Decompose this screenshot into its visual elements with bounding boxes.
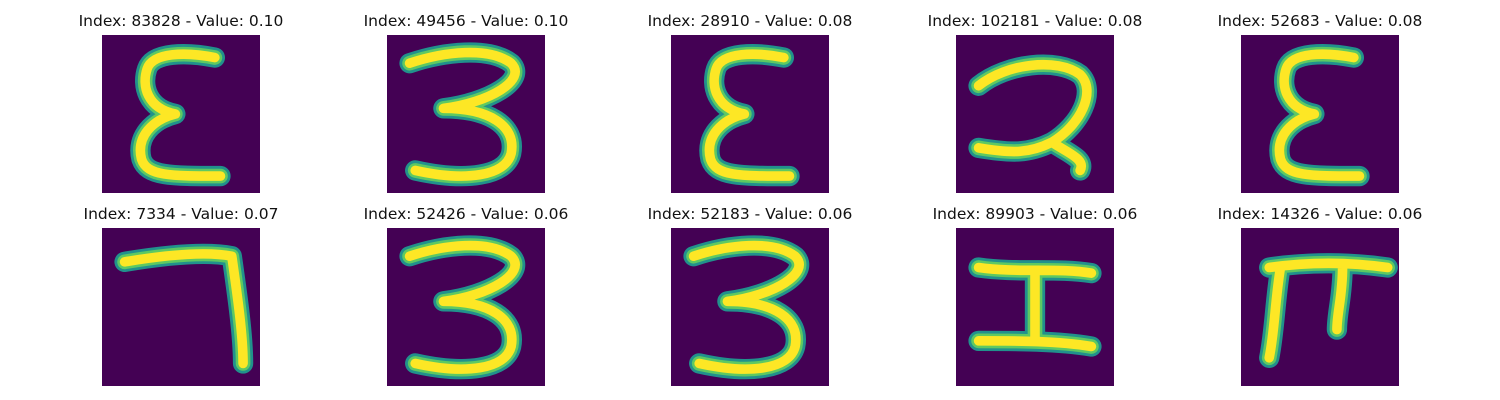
glyph-two-image (956, 35, 1114, 193)
image-panel: Index: 14326 - Value: 0.06 (1218, 205, 1422, 386)
panel-title: Index: 89903 - Value: 0.06 (932, 205, 1138, 223)
image-panel: Index: 89903 - Value: 0.06 (933, 205, 1137, 386)
panel-title: Index: 52683 - Value: 0.08 (1217, 12, 1423, 30)
glyph-stroke-layer-3 (404, 240, 520, 374)
glyph-stroke-layer-3 (119, 249, 248, 369)
glyph-three-image (671, 228, 829, 386)
image-panel: Index: 7334 - Value: 0.07 (84, 205, 278, 386)
panel-title: Index: 102181 - Value: 0.08 (927, 12, 1143, 30)
panel-title: Index: 83828 - Value: 0.10 (78, 12, 284, 30)
glyph-three-image (387, 228, 545, 386)
glyph-epsilon-image (102, 35, 260, 193)
image-panel: Index: 28910 - Value: 0.08 (648, 12, 852, 193)
glyph-stroke-layer-3 (688, 240, 804, 374)
panel-title: Index: 14326 - Value: 0.06 (1217, 205, 1423, 223)
image-panel: Index: 49456 - Value: 0.10 (364, 12, 568, 193)
glyph-epsilon-image (671, 35, 829, 193)
glyph-stroke-layer-3 (135, 49, 226, 181)
glyph-seven-image (102, 228, 260, 386)
glyph-i-beam-image (956, 228, 1114, 386)
image-panel: Index: 52183 - Value: 0.06 (648, 205, 852, 386)
image-panel: Index: 102181 - Value: 0.08 (928, 12, 1142, 193)
image-panel: Index: 52683 - Value: 0.08 (1218, 12, 1422, 193)
panel-title: Index: 28910 - Value: 0.08 (647, 12, 853, 30)
glyph-pi-image (1241, 228, 1399, 386)
glyph-epsilon-image (1241, 35, 1399, 193)
glyph-stroke-layer-3 (1274, 49, 1365, 181)
image-panel: Index: 83828 - Value: 0.10 (79, 12, 283, 193)
glyph-stroke-layer-3 (973, 262, 1097, 352)
image-panel: Index: 52426 - Value: 0.06 (364, 205, 568, 386)
glyph-three-image (387, 35, 545, 193)
panel-title: Index: 52183 - Value: 0.06 (647, 205, 853, 223)
glyph-stroke-layer-3 (1264, 258, 1393, 363)
panel-title: Index: 52426 - Value: 0.06 (363, 205, 569, 223)
panel-title: Index: 7334 - Value: 0.07 (83, 205, 279, 223)
panel-title: Index: 49456 - Value: 0.10 (363, 12, 569, 30)
glyph-stroke-layer-3 (404, 47, 520, 181)
glyph-stroke-layer-3 (704, 49, 795, 181)
glyph-stroke-layer-3 (973, 59, 1092, 176)
